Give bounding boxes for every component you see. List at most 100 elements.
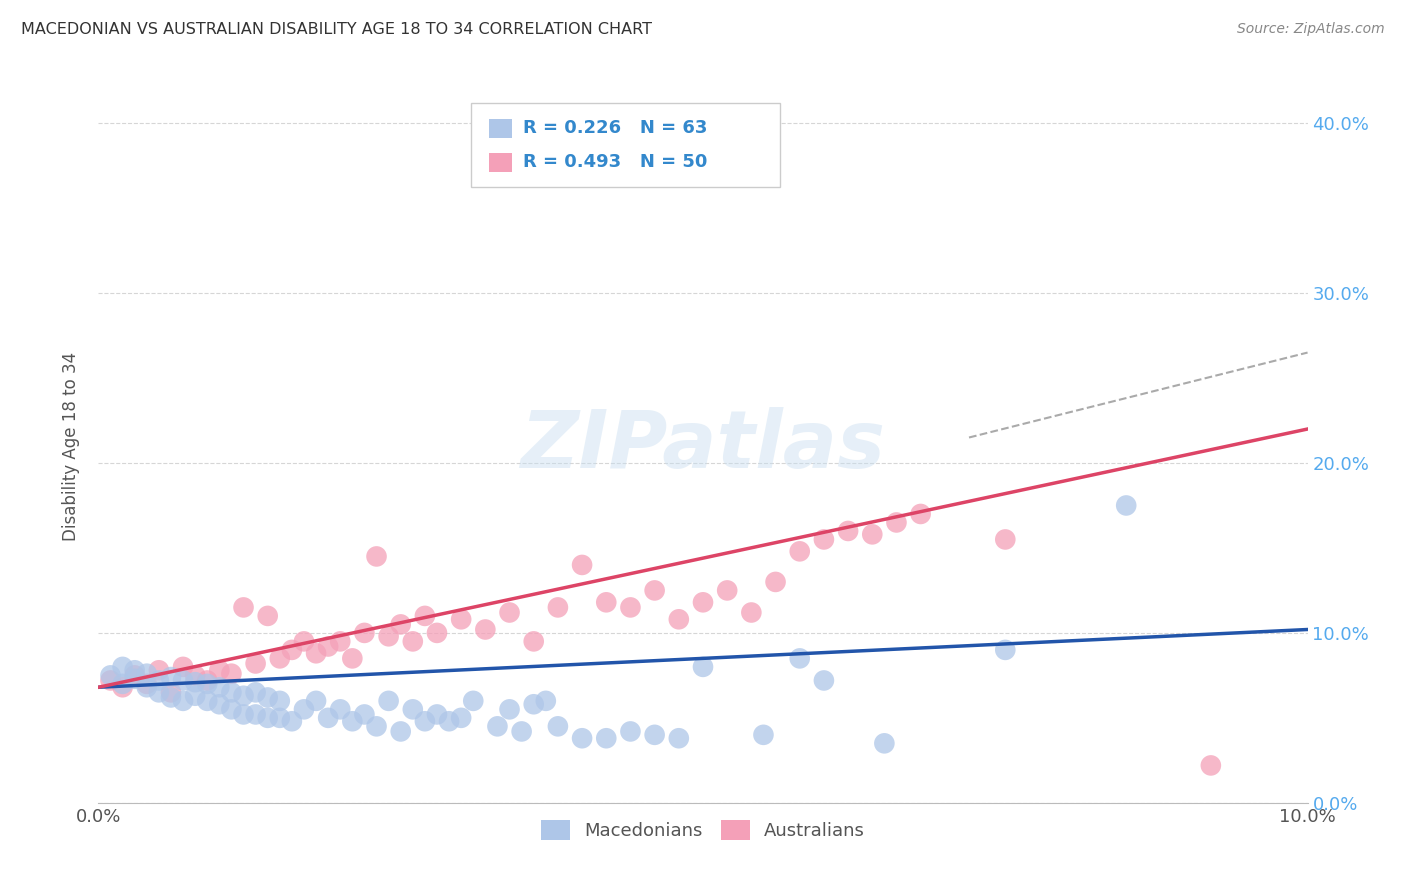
Point <box>789 651 811 665</box>
Point <box>184 689 207 703</box>
Point <box>837 524 859 538</box>
Point <box>160 685 183 699</box>
Point <box>402 634 425 648</box>
Point <box>172 660 194 674</box>
Legend: Macedonians, Australians: Macedonians, Australians <box>534 813 872 847</box>
Point <box>245 685 267 699</box>
Point <box>232 707 254 722</box>
Point <box>256 711 278 725</box>
Point <box>100 673 122 688</box>
Point <box>716 583 738 598</box>
Point <box>413 714 436 729</box>
Point <box>305 694 328 708</box>
Point <box>184 668 207 682</box>
Point <box>342 651 364 665</box>
Text: MACEDONIAN VS AUSTRALIAN DISABILITY AGE 18 TO 34 CORRELATION CHART: MACEDONIAN VS AUSTRALIAN DISABILITY AGE … <box>21 22 652 37</box>
Point <box>426 626 449 640</box>
Point <box>498 702 520 716</box>
Point <box>245 657 267 671</box>
Point <box>148 673 170 688</box>
Point <box>208 663 231 677</box>
Text: ZIPatlas: ZIPatlas <box>520 407 886 485</box>
Point <box>329 702 352 716</box>
Point <box>740 606 762 620</box>
Point <box>111 680 134 694</box>
Point <box>269 651 291 665</box>
Point <box>1199 758 1222 772</box>
Point <box>1115 499 1137 513</box>
Point <box>692 595 714 609</box>
Point <box>366 719 388 733</box>
Point <box>342 714 364 729</box>
Point <box>523 698 546 712</box>
Point <box>437 714 460 729</box>
Point <box>124 672 146 686</box>
Point <box>523 634 546 648</box>
Point <box>269 694 291 708</box>
Point <box>377 694 399 708</box>
Point <box>353 707 375 722</box>
Point <box>765 574 787 589</box>
Point <box>486 719 509 733</box>
Point <box>534 694 557 708</box>
Point <box>316 640 339 654</box>
Point <box>208 698 231 712</box>
Point <box>184 675 207 690</box>
Point <box>813 533 835 547</box>
Point <box>305 646 328 660</box>
Point <box>135 677 157 691</box>
Point <box>547 600 569 615</box>
Point <box>316 711 339 725</box>
Point <box>256 608 278 623</box>
Point <box>111 677 134 691</box>
Point <box>450 711 472 725</box>
Point <box>910 507 932 521</box>
Y-axis label: Disability Age 18 to 34: Disability Age 18 to 34 <box>62 351 80 541</box>
Point <box>221 666 243 681</box>
Point <box>644 728 666 742</box>
Point <box>256 690 278 705</box>
Point <box>281 714 304 729</box>
Point <box>232 600 254 615</box>
Point <box>172 694 194 708</box>
Point <box>232 689 254 703</box>
Text: R = 0.493   N = 50: R = 0.493 N = 50 <box>523 153 707 171</box>
Text: Source: ZipAtlas.com: Source: ZipAtlas.com <box>1237 22 1385 37</box>
Point <box>124 668 146 682</box>
Point <box>595 595 617 609</box>
Point <box>221 702 243 716</box>
Point <box>195 694 218 708</box>
Point <box>510 724 533 739</box>
Point <box>595 731 617 746</box>
Point <box>547 719 569 733</box>
Point <box>886 516 908 530</box>
Point <box>789 544 811 558</box>
Point <box>450 612 472 626</box>
Point <box>994 643 1017 657</box>
Point <box>571 731 593 746</box>
Point <box>135 680 157 694</box>
Point <box>692 660 714 674</box>
Point <box>474 623 496 637</box>
Point <box>269 711 291 725</box>
Point <box>245 707 267 722</box>
Point <box>292 702 315 716</box>
Point <box>668 612 690 626</box>
Point <box>860 527 883 541</box>
Point <box>813 673 835 688</box>
Point <box>402 702 425 716</box>
Point <box>498 606 520 620</box>
Point <box>353 626 375 640</box>
Point <box>148 663 170 677</box>
Text: R = 0.226   N = 63: R = 0.226 N = 63 <box>523 120 707 137</box>
Point <box>111 660 134 674</box>
Point <box>873 736 896 750</box>
Point <box>413 608 436 623</box>
Point <box>426 707 449 722</box>
Point <box>571 558 593 572</box>
Point <box>160 690 183 705</box>
Point <box>195 673 218 688</box>
Point <box>221 685 243 699</box>
Point <box>668 731 690 746</box>
Point <box>195 677 218 691</box>
